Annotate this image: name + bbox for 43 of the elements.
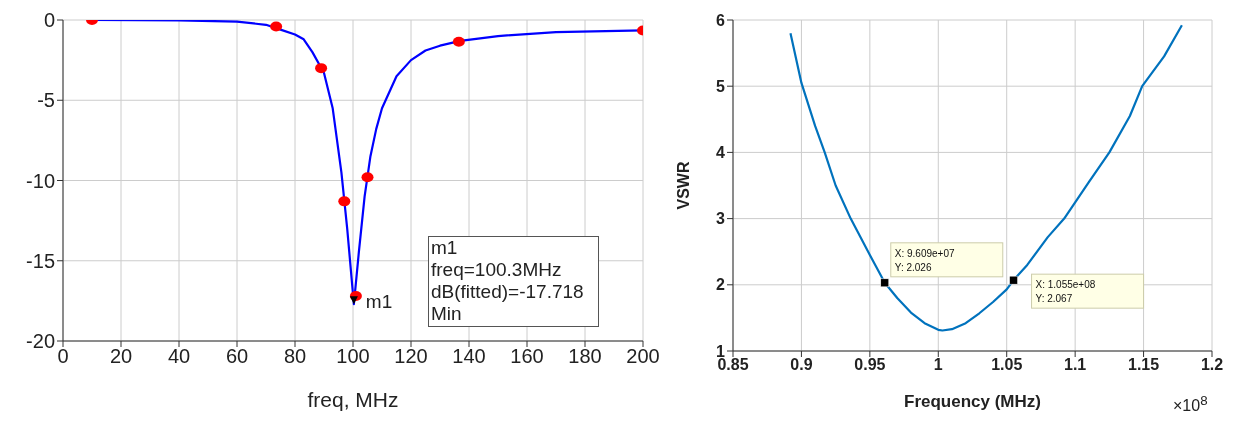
annotation: X: 9.609e+07 Y: 2.026 xyxy=(894,247,955,273)
y-tick-label: 5 xyxy=(716,77,726,95)
y-tick-label: -10 xyxy=(26,169,55,192)
point xyxy=(338,196,351,207)
x-tick-label: 100 xyxy=(336,345,370,368)
x-tick-label: 140 xyxy=(452,345,486,368)
point xyxy=(452,36,465,47)
y-tick-label: -20 xyxy=(26,330,55,353)
y-axis-title: VSWR xyxy=(674,161,692,210)
text: ×10$^{8}$ xyxy=(1173,393,1208,416)
y-tick-label: 6 xyxy=(716,11,726,29)
x-tick-label: 0.9 xyxy=(790,356,813,374)
x-tick-label: 1 xyxy=(933,356,943,374)
x-tick-label: 200 xyxy=(626,345,660,368)
y-tick-label: 2 xyxy=(716,276,726,294)
annotation: m1 xyxy=(365,291,393,313)
y-tick-label: 0 xyxy=(43,9,55,32)
x-tick-label: 20 xyxy=(109,345,133,368)
x-tick-label: 0.95 xyxy=(854,356,886,374)
x-tick-label: 0.85 xyxy=(717,356,749,374)
y-tick-label: 3 xyxy=(716,210,726,228)
x-tick-label: 1.1 xyxy=(1064,356,1087,374)
y-tick-label: 4 xyxy=(716,144,726,162)
annotation: m1 freq=100.3MHz dB(fitted)=-17.718 Min xyxy=(428,236,599,328)
line-series xyxy=(789,24,1183,332)
x-tick-label: 180 xyxy=(568,345,602,368)
x-tick-label: 60 xyxy=(225,345,249,368)
x-axis-title: Frequency (MHz) xyxy=(904,392,1041,411)
x-tick-label: 1.2 xyxy=(1200,356,1224,374)
x-tick-label: 120 xyxy=(394,345,428,368)
point xyxy=(361,172,374,183)
x-tick-label: 160 xyxy=(510,345,544,368)
x-axis-title: freq, MHz xyxy=(307,388,399,411)
y-tick-label: -5 xyxy=(37,89,55,112)
x-tick-label: 1.15 xyxy=(1128,356,1160,374)
x-tick-label: 80 xyxy=(283,345,307,368)
x-tick-label: 1.05 xyxy=(991,356,1023,374)
annotation: X: 1.055e+08 Y: 2.067 xyxy=(1035,279,1096,305)
y-tick-label: -15 xyxy=(26,249,55,272)
point xyxy=(270,21,283,32)
x-tick-label: 40 xyxy=(167,345,191,368)
x-tick-label: 0 xyxy=(57,345,69,368)
point xyxy=(315,63,328,74)
